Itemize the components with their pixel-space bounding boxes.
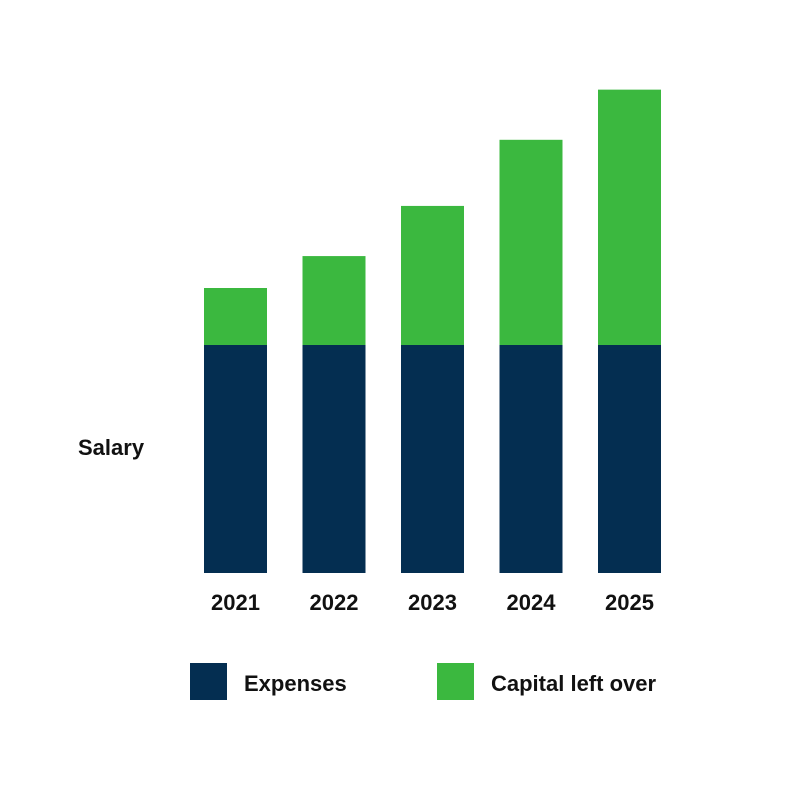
bar-capital-left-over-2025 xyxy=(598,89,661,345)
bar-expenses-2023 xyxy=(401,345,464,573)
bars xyxy=(204,89,661,573)
legend-swatch-capital-left-over xyxy=(437,663,474,700)
x-tick-label-2024: 2024 xyxy=(507,590,557,615)
legend-label-capital-left-over: Capital left over xyxy=(491,671,656,696)
x-tick-label-2022: 2022 xyxy=(310,590,359,615)
y-axis-label: Salary xyxy=(78,435,145,460)
bar-capital-left-over-2022 xyxy=(302,256,366,345)
bar-expenses-2024 xyxy=(499,345,563,573)
legend-swatch-expenses xyxy=(190,663,227,700)
bar-capital-left-over-2024 xyxy=(499,139,563,345)
bar-capital-left-over-2023 xyxy=(401,205,464,345)
bar-expenses-2025 xyxy=(598,345,661,573)
x-tick-label-2025: 2025 xyxy=(605,590,654,615)
bar-capital-left-over-2021 xyxy=(204,288,267,345)
x-tick-label-2021: 2021 xyxy=(211,590,260,615)
x-tick-labels: 2021 2022 2023 2024 2025 xyxy=(211,590,654,615)
legend-label-expenses: Expenses xyxy=(244,671,347,696)
bar-expenses-2021 xyxy=(204,345,267,573)
legend: Expenses Capital left over xyxy=(190,663,656,700)
bar-expenses-2022 xyxy=(302,345,366,573)
x-tick-label-2023: 2023 xyxy=(408,590,457,615)
